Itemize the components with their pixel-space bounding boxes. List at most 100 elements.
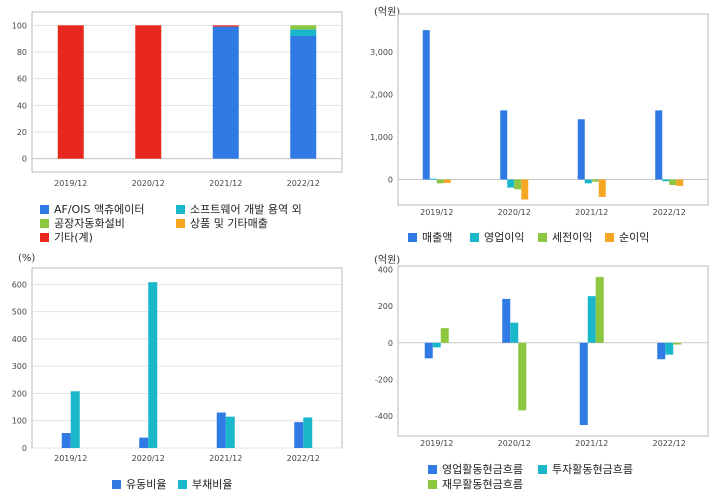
sales-mix-legend: AF/OIS 액츄에이터 소프트웨어 개발 용역 외 공장자동화설비 상품 및 …	[0, 0, 360, 248]
legend-swatch	[40, 205, 49, 214]
y-tick-label: 500	[12, 308, 27, 317]
y-tick-label: 0	[388, 339, 393, 348]
legend-label: 공장자동화설비	[54, 217, 125, 230]
x-tick-label: 2022/12	[653, 208, 686, 217]
income-unit-label: (억원)	[374, 7, 401, 18]
bar	[595, 276, 604, 343]
x-tick-label: 2021/12	[209, 179, 242, 188]
bar	[510, 322, 519, 343]
y-tick-label: 40	[17, 101, 27, 110]
cashflow-chart: -400 -200 0 200 400 2019/12 2020/12 2021/12 2022…	[375, 265, 709, 448]
legend-label: 영업이익	[484, 231, 525, 244]
x-tick-label: 2019/12	[54, 179, 87, 188]
bar	[500, 110, 508, 180]
bar	[514, 179, 522, 190]
y-tick-label: 60	[17, 75, 27, 84]
legend-label: 기타(계)	[54, 231, 93, 244]
bar	[432, 342, 441, 348]
legend-label: AF/OIS 액츄에이터	[54, 203, 145, 216]
bar	[139, 437, 149, 448]
legend-swatch	[470, 233, 479, 242]
x-tick-label: 2022/12	[287, 454, 320, 463]
x-tick-label: 2019/12	[420, 208, 453, 217]
bar	[662, 179, 670, 182]
plot-frame	[397, 265, 709, 437]
bar	[518, 342, 527, 411]
bar	[290, 25, 317, 30]
y-tick-label: 1,000	[370, 133, 393, 142]
legend-label: 재무활동현금흐름	[442, 478, 523, 491]
bar	[212, 26, 239, 159]
legend-item-merchandise: 상품 및 기타매출	[176, 215, 268, 231]
sales-mix-chart: 0 20 40 60 80 100 2019/12 2020/12 2021/12 2022/12	[12, 11, 343, 188]
legend-item-factory-automation: 공장자동화설비	[40, 215, 125, 231]
legend-item-current-ratio: 유동비율	[112, 476, 166, 492]
legend-swatch	[178, 480, 187, 489]
x-tick-label: 2020/12	[132, 454, 165, 463]
bar	[303, 417, 313, 448]
y-tick-label: 20	[17, 128, 27, 137]
bar	[212, 25, 239, 27]
bar	[676, 179, 684, 186]
legend-item-other: 기타(계)	[40, 229, 93, 245]
x-tick-label: 2019/12	[420, 439, 453, 448]
legend-swatch	[428, 465, 437, 474]
legend-item-sales: 매출액	[408, 229, 452, 245]
bar	[424, 342, 433, 359]
bar	[657, 342, 666, 360]
bar	[135, 25, 162, 159]
bar	[591, 179, 599, 182]
legend-swatch	[538, 465, 547, 474]
bar	[655, 110, 663, 180]
y-tick-label: 200	[12, 389, 27, 398]
legend-swatch	[112, 480, 121, 489]
y-tick-label: 600	[12, 280, 27, 289]
cashflow-unit-label: (억원)	[374, 255, 401, 266]
bar	[225, 416, 235, 448]
income-chart: 0 1,000 2,000 3,000 2019/12 2020/12 2021/12 202…	[370, 13, 709, 217]
bar	[290, 36, 317, 159]
y-tick-label: 100	[12, 21, 27, 30]
bar	[579, 342, 588, 426]
legend-swatch	[428, 480, 437, 489]
bar	[436, 179, 444, 184]
bar	[294, 422, 304, 448]
legend-label: 상품 및 기타매출	[190, 217, 268, 230]
bar	[61, 433, 71, 448]
sales-mix-chart-panel: 0 20 40 60 80 100 2019/12 2020/12 2021/12 2022/12…	[0, 0, 360, 248]
legend-label: 유동비율	[126, 478, 167, 491]
legend-item-operating-income: 영업이익	[470, 229, 524, 245]
legend-item-af-ois: AF/OIS 액츄에이터	[40, 201, 145, 217]
legend-item-financing-cf: 재무활동현금흐름	[428, 476, 523, 492]
legend-label: 소프트웨어 개발 용역 외	[190, 203, 302, 216]
x-tick-label: 2020/12	[498, 439, 531, 448]
bar	[429, 178, 437, 180]
y-tick-label: 300	[12, 362, 27, 371]
bar	[57, 25, 84, 159]
legend-label: 매출액	[422, 231, 453, 244]
legend-swatch	[605, 233, 614, 242]
bar	[443, 179, 451, 183]
legend-label: 부채비율	[192, 478, 233, 491]
legend-swatch	[538, 233, 547, 242]
x-tick-label: 2022/12	[287, 179, 320, 188]
bar	[584, 179, 592, 184]
legend-swatch	[40, 219, 49, 228]
x-tick-label: 2020/12	[132, 179, 165, 188]
bar	[502, 298, 511, 343]
legend-item-investing-cf: 투자활동현금흐름	[538, 461, 633, 477]
legend-label: 순이익	[619, 231, 650, 244]
bar	[598, 179, 606, 197]
y-tick-label: 0	[22, 155, 27, 164]
y-tick-label: -400	[375, 412, 393, 421]
legend-swatch	[40, 233, 49, 242]
income-chart-panel: (억원) 0 1,000 2,000 3,000 2019/12 2020/12 2021/…	[360, 0, 720, 248]
y-tick-label: 400	[12, 335, 27, 344]
x-tick-label: 2020/12	[498, 208, 531, 217]
y-tick-label: -200	[375, 375, 393, 384]
ratio-legend: 유동비율 부채비율	[0, 248, 360, 496]
legend-label: 투자활동현금흐름	[552, 463, 633, 476]
y-tick-label: 100	[12, 417, 27, 426]
x-tick-label: 2019/12	[54, 454, 87, 463]
bar	[148, 282, 158, 448]
